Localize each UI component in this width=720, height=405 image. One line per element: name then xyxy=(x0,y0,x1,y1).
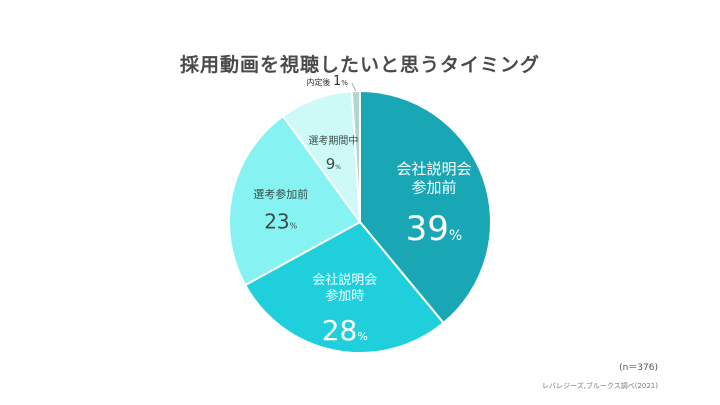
pie-slice xyxy=(243,220,445,354)
slice-category-label: 選考参加前 xyxy=(253,187,308,201)
pie-slices xyxy=(228,89,492,354)
slice-category-label: 参加前 xyxy=(411,179,456,197)
slice-value-label: 39% xyxy=(406,209,463,249)
slice-value-label: 23% xyxy=(264,210,297,234)
pie-labels: 会社説明会参加前39%会社説明会参加時28%選考参加前23%選考期間中9%内定後… xyxy=(253,74,471,347)
slice-value-label: 28% xyxy=(322,314,368,347)
chart-title: 採用動画を視聴したいと思うタイミング xyxy=(179,54,540,76)
pie-slice xyxy=(359,89,492,325)
sample-size: (n＝376) xyxy=(619,363,658,373)
slice-category-label: 会社説明会 xyxy=(312,272,377,288)
slice-category-label: 参加時 xyxy=(325,288,364,304)
slice-category-label: 会社説明会 xyxy=(396,160,471,178)
slice-label-outside: 内定後 1% xyxy=(306,74,348,89)
source-note: レバレジーズ,ブルークス調べ(2021) xyxy=(542,382,658,390)
leader-line xyxy=(351,82,357,92)
slice-category-label: 選考期間中 xyxy=(308,134,358,147)
pie-slice xyxy=(228,114,362,287)
slice-value-label: 9% xyxy=(326,155,342,173)
